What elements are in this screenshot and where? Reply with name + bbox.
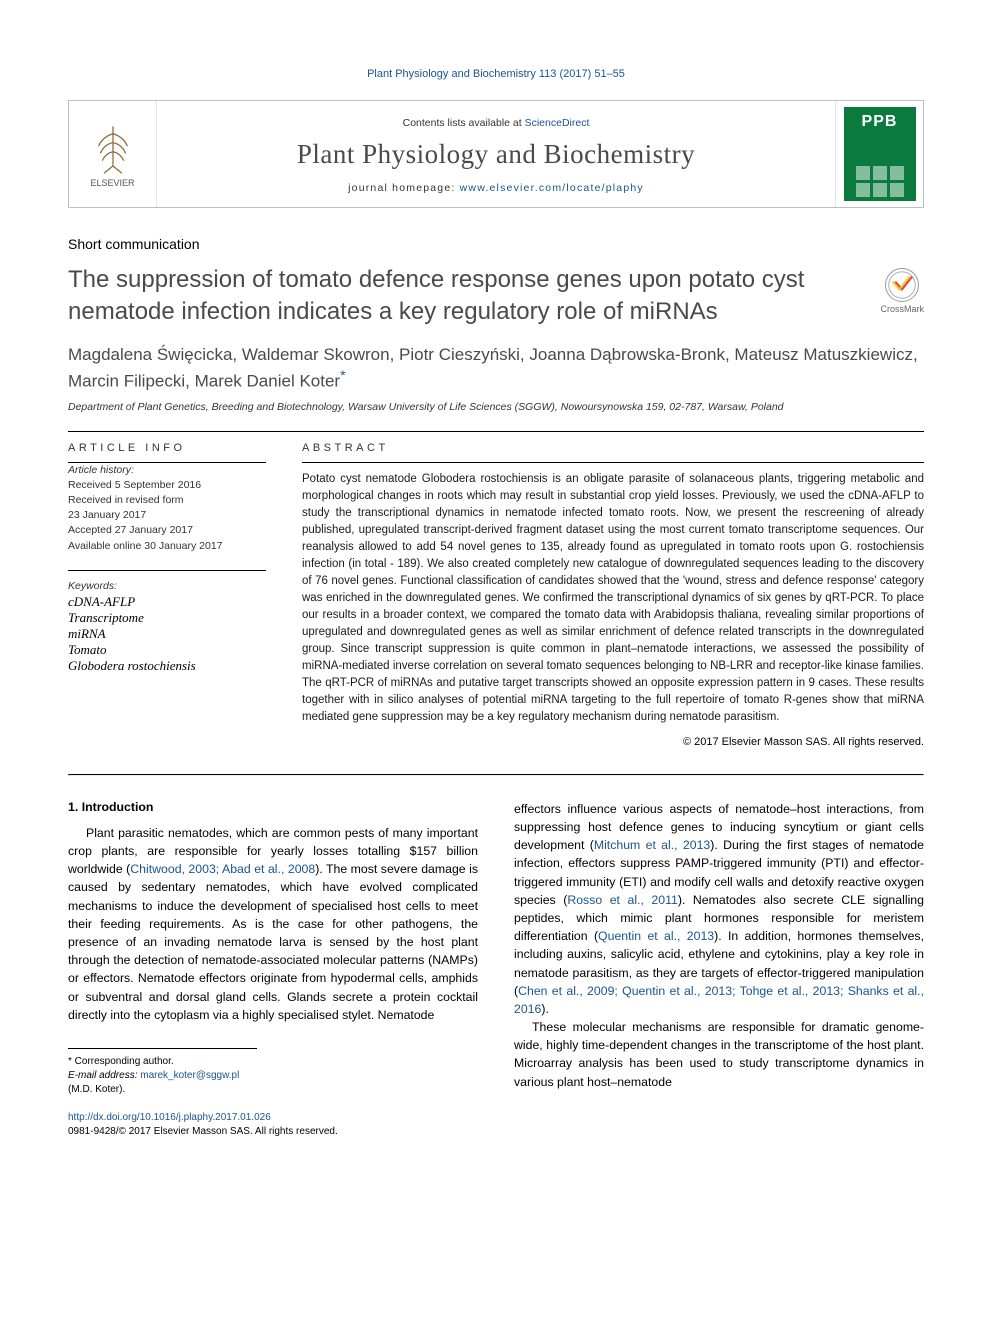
citation-link[interactable]: Mitchum et al., 2013 bbox=[594, 838, 710, 852]
homepage-link[interactable]: www.elsevier.com/locate/plaphy bbox=[460, 182, 644, 194]
corresponding-email-link[interactable]: marek_koter@sggw.pl bbox=[140, 1070, 239, 1081]
publisher-logo-block: ELSEVIER bbox=[69, 101, 157, 207]
citation-link[interactable]: Rosso et al., 2011 bbox=[567, 893, 678, 907]
authors-names: Magdalena Święcicka, Waldemar Skowron, P… bbox=[68, 345, 918, 390]
article-info-column: ARTICLE INFO Article history: Received 5… bbox=[68, 432, 266, 748]
citation-link[interactable]: Quentin et al., 2013 bbox=[598, 929, 714, 943]
citation-link[interactable]: Chitwood, 2003; Abad et al., 2008 bbox=[130, 862, 315, 876]
elsevier-tree-icon bbox=[86, 120, 140, 176]
citation-link[interactable]: Chen et al., 2009; Quentin et al., 2013;… bbox=[514, 984, 924, 1016]
received-date: Received 5 September 2016 bbox=[68, 478, 266, 493]
revised-date: 23 January 2017 bbox=[68, 508, 266, 523]
body-paragraph: Plant parasitic nematodes, which are com… bbox=[68, 824, 478, 1024]
masthead: ELSEVIER Contents lists available at Sci… bbox=[68, 100, 924, 208]
journal-cover-thumb: PPB bbox=[844, 107, 916, 201]
cover-abbrev: PPB bbox=[862, 113, 898, 131]
body-para-2: These molecular mechanisms are responsib… bbox=[514, 1018, 924, 1091]
cover-thumbnail-cell: PPB bbox=[835, 101, 923, 207]
page-container: Plant Physiology and Biochemistry 113 (2… bbox=[0, 0, 992, 1179]
footnotes: * Corresponding author. E-mail address: … bbox=[68, 1048, 257, 1097]
online-date: Available online 30 January 2017 bbox=[68, 539, 266, 554]
email-label: E-mail address: bbox=[68, 1070, 137, 1081]
body-top-rule bbox=[68, 774, 924, 776]
article-info-heading: ARTICLE INFO bbox=[68, 432, 266, 462]
issn-copyright-line: 0981-9428/© 2017 Elsevier Masson SAS. Al… bbox=[68, 1125, 924, 1139]
history-label: Article history: bbox=[68, 463, 266, 478]
corresponding-marker: * bbox=[340, 368, 346, 384]
masthead-center: Contents lists available at ScienceDirec… bbox=[157, 101, 835, 207]
abstract-text: Potato cyst nematode Globodera rostochie… bbox=[302, 471, 924, 726]
crossmark-icon bbox=[885, 268, 919, 302]
homepage-prefix: journal homepage: bbox=[348, 182, 460, 194]
keyword: Globodera rostochiensis bbox=[68, 658, 266, 674]
contents-prefix: Contents lists available at bbox=[403, 117, 525, 129]
body-paragraph: These molecular mechanisms are responsib… bbox=[514, 1018, 924, 1091]
crossmark-widget[interactable]: CrossMark bbox=[880, 268, 924, 314]
abstract-copyright: © 2017 Elsevier Masson SAS. All rights r… bbox=[302, 736, 924, 748]
authors-line: Magdalena Święcicka, Waldemar Skowron, P… bbox=[68, 343, 924, 393]
corresponding-author-footnote: * Corresponding author. bbox=[68, 1055, 257, 1069]
abstract-column: ABSTRACT Potato cyst nematode Globodera … bbox=[302, 432, 924, 748]
keywords-heading: Keywords: bbox=[68, 579, 266, 594]
section-number: 1. bbox=[68, 800, 78, 814]
body-columns: 1. Introduction Plant parasitic nematode… bbox=[68, 800, 924, 1097]
keywords-rule bbox=[68, 570, 266, 571]
section-heading: 1. Introduction bbox=[68, 800, 478, 814]
page-footer: http://dx.doi.org/10.1016/j.plaphy.2017.… bbox=[68, 1111, 924, 1139]
doi-link[interactable]: http://dx.doi.org/10.1016/j.plaphy.2017.… bbox=[68, 1112, 271, 1123]
body-column-right: effectors influence various aspects of n… bbox=[514, 800, 924, 1097]
cover-thumb-grid bbox=[856, 166, 904, 197]
running-header: Plant Physiology and Biochemistry 113 (2… bbox=[68, 68, 924, 80]
section-title: Introduction bbox=[82, 800, 154, 814]
keyword: miRNA bbox=[68, 626, 266, 642]
sciencedirect-link[interactable]: ScienceDirect bbox=[525, 117, 590, 129]
keyword: cDNA-AFLP bbox=[68, 594, 266, 610]
email-owner: (M.D. Koter). bbox=[68, 1084, 125, 1095]
affiliation: Department of Plant Genetics, Breeding a… bbox=[68, 401, 924, 413]
email-footnote: E-mail address: marek_koter@sggw.pl (M.D… bbox=[68, 1069, 257, 1097]
crossmark-label: CrossMark bbox=[880, 304, 924, 314]
revised-label: Received in revised form bbox=[68, 493, 266, 508]
abstract-heading: ABSTRACT bbox=[302, 432, 924, 462]
journal-homepage-line: journal homepage: www.elsevier.com/locat… bbox=[165, 182, 827, 194]
keyword: Tomato bbox=[68, 642, 266, 658]
article-title: The suppression of tomato defence respon… bbox=[68, 264, 866, 327]
article-type: Short communication bbox=[68, 236, 924, 252]
body-paragraph: effectors influence various aspects of n… bbox=[514, 800, 924, 1018]
keyword: Transcriptome bbox=[68, 610, 266, 626]
publisher-label: ELSEVIER bbox=[90, 178, 134, 188]
journal-name: Plant Physiology and Biochemistry bbox=[165, 139, 827, 170]
accepted-date: Accepted 27 January 2017 bbox=[68, 523, 266, 538]
contents-available-line: Contents lists available at ScienceDirec… bbox=[165, 117, 827, 129]
body-column-left: 1. Introduction Plant parasitic nematode… bbox=[68, 800, 478, 1097]
keywords-block: Keywords: cDNA-AFLP Transcriptome miRNA … bbox=[68, 570, 266, 674]
abstract-rule bbox=[302, 462, 924, 463]
